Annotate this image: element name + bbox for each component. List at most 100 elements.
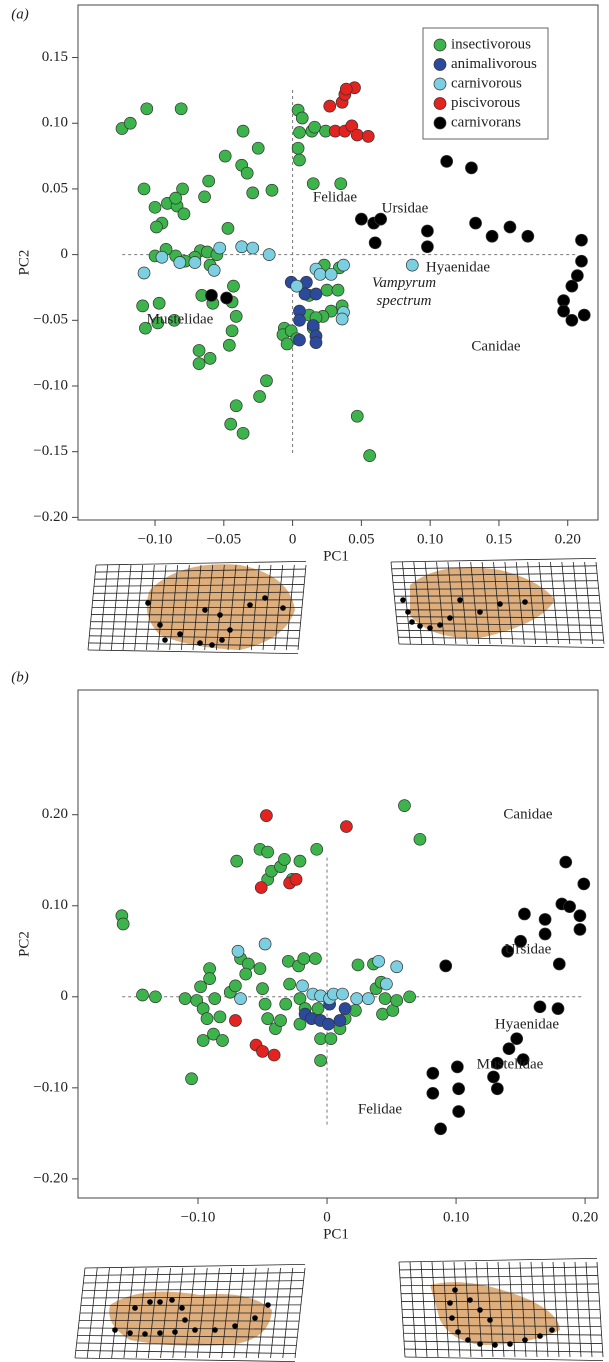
landmark — [157, 1299, 163, 1305]
data-point — [253, 962, 267, 975]
data-point — [557, 304, 570, 318]
grid-stroke — [84, 1264, 306, 1269]
data-point — [137, 266, 151, 280]
data-point — [213, 1010, 227, 1024]
panel-label: (b) — [11, 669, 29, 685]
data-point — [575, 233, 588, 247]
data-point — [136, 988, 149, 1002]
grid-stroke — [77, 1335, 298, 1338]
data-point — [334, 177, 348, 191]
data-point — [577, 308, 591, 322]
data-point — [337, 258, 350, 272]
data-point — [236, 426, 250, 440]
landmark — [212, 1327, 218, 1333]
data-point — [194, 980, 207, 994]
legend-swatch — [433, 38, 447, 52]
data-point — [293, 1017, 307, 1031]
landmark — [227, 627, 233, 633]
grid-stroke — [403, 1340, 603, 1344]
data-point — [293, 153, 306, 167]
data-point — [256, 982, 269, 995]
data-point — [293, 333, 306, 347]
landmark — [280, 605, 286, 611]
grid-stroke — [93, 591, 304, 594]
landmark — [457, 597, 463, 603]
data-point — [149, 990, 162, 1004]
data-point — [309, 336, 323, 349]
landmark — [262, 595, 268, 601]
data-point — [491, 1082, 504, 1096]
data-point — [426, 1086, 440, 1100]
data-point — [361, 992, 375, 1005]
annotation: Ursidae — [505, 941, 552, 957]
data-point — [279, 997, 293, 1011]
data-point — [188, 256, 202, 269]
data-point — [239, 967, 253, 981]
landmark — [400, 597, 406, 603]
data-point — [227, 279, 240, 293]
x-tick-label: 0.20 — [555, 531, 581, 547]
skull-image — [109, 1291, 272, 1346]
data-point — [229, 310, 243, 323]
data-point — [220, 291, 233, 305]
grid-stroke — [83, 1280, 304, 1284]
data-point — [218, 149, 232, 163]
landmark — [202, 607, 208, 613]
data-point — [203, 352, 217, 365]
data-point — [575, 254, 588, 268]
grid-stroke — [82, 1288, 303, 1291]
data-point — [350, 128, 364, 142]
grid-stroke — [90, 621, 301, 624]
data-point — [123, 116, 137, 130]
grid-stroke — [391, 565, 597, 570]
grid-stroke — [398, 1258, 598, 1263]
legend-swatch — [433, 116, 447, 130]
annotation: Hyaenidae — [495, 1016, 559, 1032]
landmark — [522, 1337, 528, 1343]
data-point — [380, 977, 393, 991]
data-point — [336, 987, 349, 1001]
landmark — [427, 625, 433, 631]
data-point — [518, 907, 531, 921]
grid-stroke — [95, 561, 307, 566]
data-point — [516, 1053, 530, 1066]
data-point — [235, 240, 249, 254]
data-point — [262, 248, 276, 261]
data-point — [155, 250, 169, 264]
landmark — [142, 1331, 148, 1337]
data-point — [140, 102, 154, 116]
landmark — [409, 619, 415, 625]
data-point — [469, 216, 482, 230]
landmark — [465, 1337, 471, 1343]
data-point — [491, 1056, 504, 1070]
landmark — [252, 1315, 258, 1321]
y-tick-label: −0.15 — [33, 443, 68, 459]
data-point — [136, 299, 150, 313]
deformation-grid — [398, 1258, 604, 1361]
grid-stroke — [401, 1300, 600, 1302]
x-tick-label: 0.10 — [443, 1209, 469, 1225]
data-point — [261, 1012, 275, 1026]
data-point — [231, 944, 245, 958]
data-point — [290, 279, 304, 293]
data-point — [216, 1034, 229, 1047]
landmark — [405, 609, 411, 615]
data-point — [405, 258, 419, 272]
data-point — [253, 390, 266, 403]
data-point — [309, 952, 322, 965]
data-point — [139, 321, 152, 335]
data-point — [349, 1004, 362, 1017]
data-point — [198, 190, 211, 204]
data-point — [265, 183, 279, 197]
data-point — [234, 992, 247, 1005]
data-point — [314, 1054, 327, 1067]
data-point — [368, 236, 382, 250]
grid-stroke — [402, 1317, 601, 1319]
data-point — [485, 229, 499, 243]
landmark — [179, 1305, 185, 1311]
x-axis-label: PC1 — [323, 1226, 349, 1242]
data-point — [229, 979, 242, 993]
data-point — [267, 1048, 281, 1062]
grid-stroke — [400, 1283, 599, 1287]
